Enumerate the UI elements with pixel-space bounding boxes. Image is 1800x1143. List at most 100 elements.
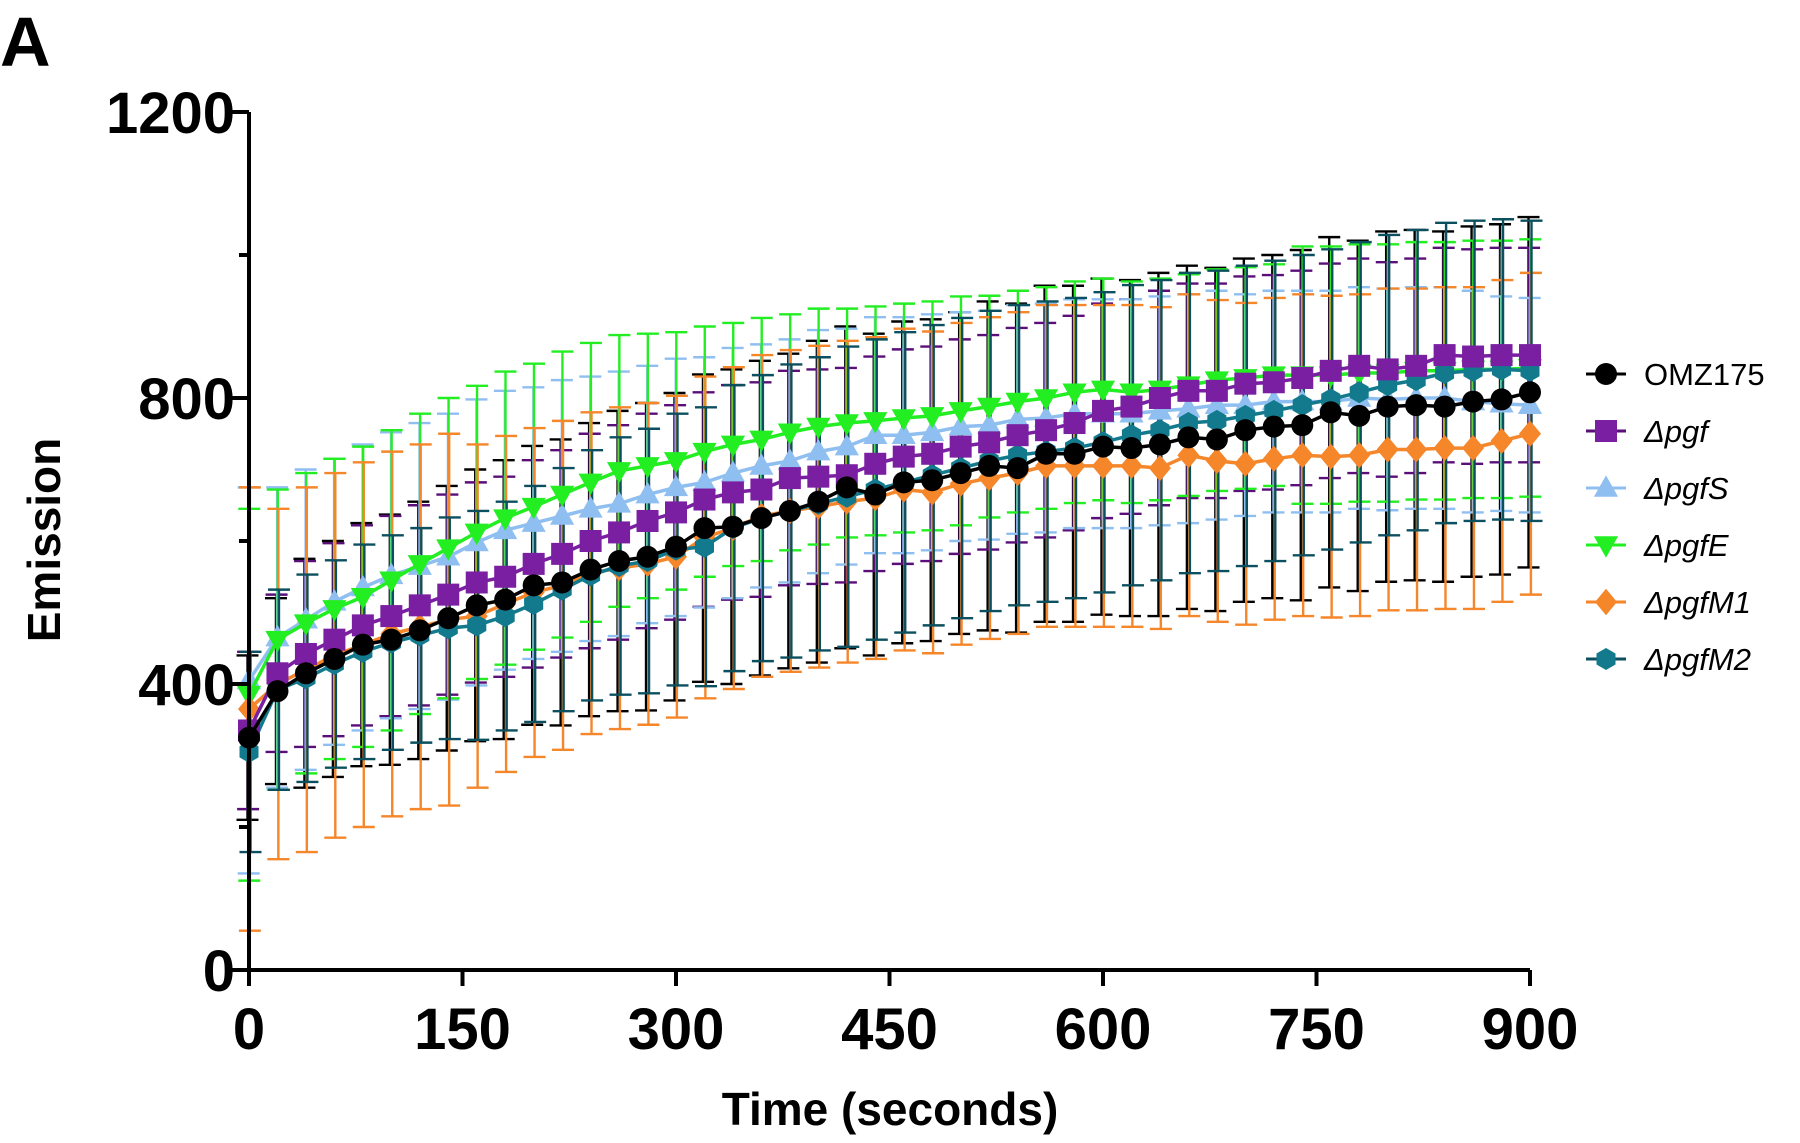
data-point <box>1433 344 1456 367</box>
data-point <box>1262 445 1285 472</box>
data-point <box>522 552 545 575</box>
data-point <box>1490 388 1513 411</box>
data-point <box>1433 434 1456 462</box>
data-point <box>834 433 859 456</box>
y-tick-label: 0 <box>203 939 235 1004</box>
data-point <box>1234 419 1257 442</box>
data-point <box>294 662 317 685</box>
data-point <box>1405 394 1428 417</box>
legend-label: ΔpgfE <box>1643 528 1729 563</box>
data-point <box>1205 379 1228 402</box>
data-point <box>921 442 944 465</box>
data-point <box>436 539 461 561</box>
panel-label: A <box>0 3 51 81</box>
data-point <box>750 507 773 530</box>
legend: OMZ175 Δpgf ΔpgfS ΔpgfE ΔpgfM1 ΔpgfM2 <box>1586 357 1765 677</box>
data-point <box>948 413 973 436</box>
legend-item: ΔpgfM1 <box>1586 585 1751 620</box>
data-point <box>1005 392 1030 415</box>
error-bars-series-2 <box>237 246 1541 811</box>
x-ticks: 0 150 300 450 600 750 900 <box>233 970 1579 1062</box>
data-point <box>494 588 517 611</box>
data-point <box>1033 389 1059 411</box>
data-point <box>495 605 515 628</box>
data-point <box>1262 371 1285 394</box>
data-point <box>323 628 346 651</box>
data-point <box>1234 372 1257 395</box>
data-point <box>721 515 744 538</box>
data-point <box>1205 428 1228 451</box>
data-point <box>551 571 574 594</box>
series-line <box>247 390 1531 739</box>
data-point <box>749 453 774 475</box>
data-point <box>351 614 374 637</box>
legend-label: ΔpgfM2 <box>1643 642 1751 677</box>
data-point <box>720 460 746 482</box>
data-point <box>834 414 859 436</box>
legend-marker <box>1595 363 1617 385</box>
data-point <box>1234 450 1257 477</box>
data-point <box>1148 454 1171 482</box>
data-point <box>465 571 488 594</box>
data-point <box>1291 442 1314 469</box>
series-line <box>247 432 1531 711</box>
data-point <box>693 517 716 540</box>
data-point <box>663 474 689 497</box>
data-point <box>550 485 575 508</box>
data-point <box>864 452 887 475</box>
x-tick-label: 600 <box>1055 997 1152 1062</box>
data-point <box>665 501 687 524</box>
data-point <box>949 462 972 485</box>
data-point <box>608 550 631 573</box>
data-point <box>807 490 830 513</box>
x-axis-title: Time (seconds) <box>722 1083 1059 1135</box>
series-3 <box>236 385 1543 690</box>
data-point <box>1062 383 1087 405</box>
data-point <box>380 628 403 651</box>
plot-area <box>236 215 1543 932</box>
data-point <box>721 481 744 504</box>
data-point <box>749 430 774 453</box>
series-1 <box>238 381 1541 749</box>
data-point <box>1119 383 1144 405</box>
data-point <box>578 496 603 518</box>
data-point <box>578 473 603 496</box>
x-tick-label: 900 <box>1482 997 1579 1062</box>
legend-marker <box>1595 588 1617 616</box>
data-point <box>663 452 689 474</box>
data-point <box>892 471 915 494</box>
data-point <box>635 481 660 504</box>
data-point <box>921 469 944 492</box>
data-point <box>1148 433 1171 456</box>
data-point <box>408 619 431 642</box>
legend-label: ΔpgfS <box>1643 471 1729 506</box>
data-point <box>1120 437 1143 460</box>
data-point <box>1291 366 1314 389</box>
y-tick-label: 400 <box>138 653 235 718</box>
data-point <box>1092 435 1114 458</box>
data-point <box>1462 390 1485 413</box>
data-point <box>835 476 858 499</box>
series-line <box>247 353 1530 732</box>
data-point <box>1519 381 1541 404</box>
data-point <box>1490 427 1513 455</box>
data-point <box>977 412 1002 434</box>
data-point <box>1291 414 1314 437</box>
data-point <box>977 397 1002 420</box>
data-point <box>1292 394 1312 417</box>
data-point <box>266 662 289 685</box>
series-line <box>247 396 1531 682</box>
data-point <box>635 457 660 479</box>
legend-label: ΔpgfM1 <box>1643 585 1751 620</box>
data-point <box>863 412 888 434</box>
data-point <box>606 462 632 484</box>
data-point <box>750 478 773 501</box>
data-point <box>606 491 632 513</box>
data-point <box>1349 381 1369 404</box>
error-bars-series-5 <box>238 271 1542 932</box>
x-tick-label: 300 <box>628 997 725 1062</box>
data-point <box>692 469 717 492</box>
series-2 <box>238 344 1541 742</box>
data-point <box>550 503 575 525</box>
data-point <box>720 435 746 458</box>
